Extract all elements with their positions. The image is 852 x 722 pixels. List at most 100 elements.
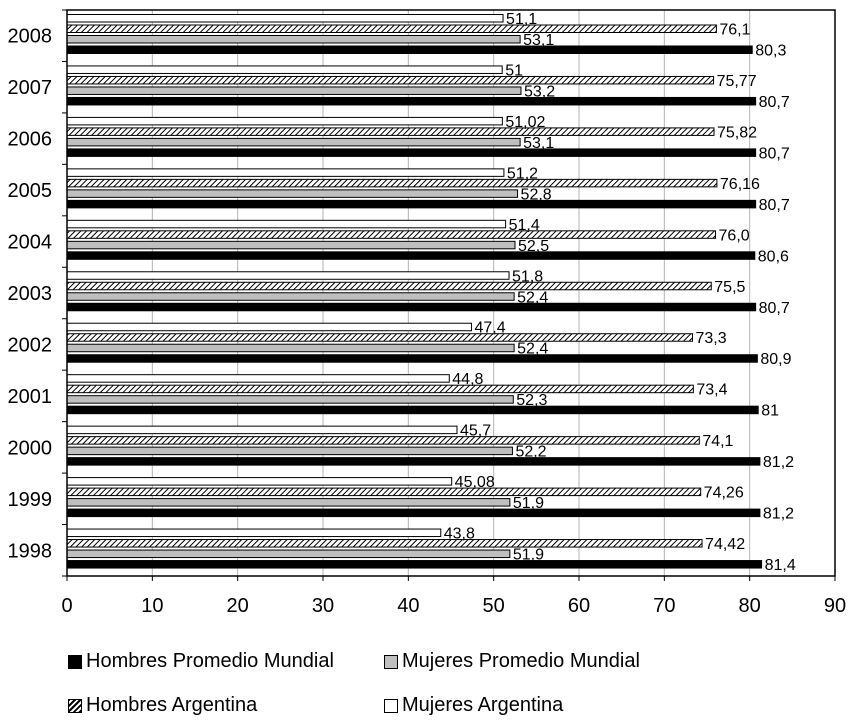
y-category-label: 2003	[8, 283, 53, 305]
bar	[66, 457, 761, 466]
bar	[66, 508, 761, 518]
bar	[66, 24, 717, 33]
bar-value-label: 80,7	[759, 94, 790, 111]
bar	[66, 35, 521, 44]
y-category-label: 1999	[8, 489, 53, 511]
bar	[66, 219, 507, 229]
x-tick-label: 60	[568, 595, 590, 617]
x-tick-label: 80	[739, 595, 761, 617]
bar-value-label: 52,3	[516, 392, 547, 409]
bar	[66, 148, 757, 157]
bar-value-label: 75,77	[717, 73, 757, 90]
bar-value-label: 51,9	[513, 547, 544, 564]
bar-value-label: 51,2	[507, 165, 538, 182]
bar	[66, 425, 458, 435]
bar-value-label: 51,4	[509, 217, 540, 234]
bar	[66, 178, 718, 188]
bar-value-label: 47,4	[474, 320, 505, 337]
bar-value-label: 53,1	[523, 32, 554, 49]
bar	[66, 498, 511, 507]
bar-value-label: 53,2	[524, 83, 555, 100]
bar	[66, 75, 715, 85]
bar	[66, 199, 757, 209]
x-tick-label: 10	[141, 595, 163, 617]
y-category-label: 2000	[8, 437, 53, 459]
y-category-label: 2007	[8, 77, 53, 99]
bar	[66, 302, 757, 312]
data-labels: 51,1 51 51,02 51,2 51,4 51,8 47,4 44,8 45,7 45,08…	[444, 11, 796, 574]
x-tick-label: 30	[312, 595, 334, 617]
bar-value-label: 81	[761, 403, 779, 420]
bar	[66, 65, 503, 74]
axes: 0 10 20 30 40 50 60 70 80 90 2008 2007 2006 2005 2004 2…	[8, 9, 846, 617]
bar-value-label: 52,8	[521, 186, 552, 203]
bar-value-label: 44,8	[452, 371, 483, 388]
bar	[66, 333, 693, 342]
bar-value-label: 53,1	[523, 135, 554, 152]
bar-value-label: 75,82	[717, 124, 757, 141]
bar	[66, 343, 515, 353]
bar-value-label: 80,9	[760, 351, 791, 368]
bar-value-label: 74,26	[704, 485, 744, 502]
y-category-label: 2004	[8, 232, 53, 254]
bar-value-label: 80,3	[755, 43, 786, 60]
bar	[66, 405, 759, 415]
x-tick-label: 20	[227, 595, 249, 617]
bar-value-label: 80,7	[759, 145, 790, 162]
bar	[66, 14, 504, 23]
x-tick-label: 90	[824, 595, 846, 617]
bar	[66, 549, 511, 559]
bar	[66, 539, 703, 548]
x-tick-label: 70	[653, 595, 675, 617]
y-category-label: 2006	[8, 129, 53, 151]
bar-value-label: 76,1	[719, 22, 750, 39]
bar	[66, 446, 513, 456]
bar	[66, 322, 472, 332]
bar	[66, 271, 510, 280]
y-category-label: 2002	[8, 334, 53, 356]
bar-value-label: 74,1	[702, 433, 733, 450]
bar-value-label: 51,1	[506, 11, 537, 28]
bar-value-label: 80,7	[759, 300, 790, 317]
bar-value-label: 76,0	[719, 227, 750, 244]
x-tick-label: 0	[61, 595, 72, 617]
bar-value-label: 76,16	[720, 176, 760, 193]
bar	[66, 96, 757, 106]
bar-value-label: 73,3	[695, 330, 726, 347]
bar	[66, 45, 753, 54]
bar	[66, 560, 763, 569]
bar-value-label: 51,9	[513, 495, 544, 512]
bar-value-label: 74,42	[705, 536, 745, 553]
bar	[66, 395, 514, 404]
bar-value-label: 75,5	[714, 279, 745, 296]
bar-value-label: 51	[505, 62, 523, 79]
bar-value-label: 52,4	[517, 289, 548, 306]
bar-value-label: 52,5	[518, 238, 549, 255]
bar	[66, 230, 717, 239]
bar	[66, 168, 505, 177]
bar-value-label: 51,02	[505, 114, 545, 131]
bar-value-label: 52,4	[517, 341, 548, 358]
bar	[66, 477, 453, 486]
y-category-label: 1998	[8, 540, 53, 562]
bar	[66, 281, 712, 291]
bar	[66, 189, 519, 198]
bar	[66, 292, 515, 301]
bar	[66, 354, 758, 363]
bar	[66, 384, 694, 394]
y-category-label: 2001	[8, 386, 53, 408]
bar	[66, 86, 522, 95]
bar	[66, 528, 442, 538]
bar-value-label: 45,08	[455, 474, 495, 491]
bar	[66, 487, 702, 497]
bar-value-label: 81,2	[763, 454, 794, 471]
x-tick-label: 40	[397, 595, 419, 617]
bars	[66, 14, 763, 569]
y-category-label: 2005	[8, 180, 53, 202]
bar-value-label: 45,7	[460, 423, 491, 440]
bar	[66, 137, 521, 147]
bar-value-label: 81,4	[765, 557, 796, 574]
bar-value-label: 80,7	[759, 197, 790, 214]
